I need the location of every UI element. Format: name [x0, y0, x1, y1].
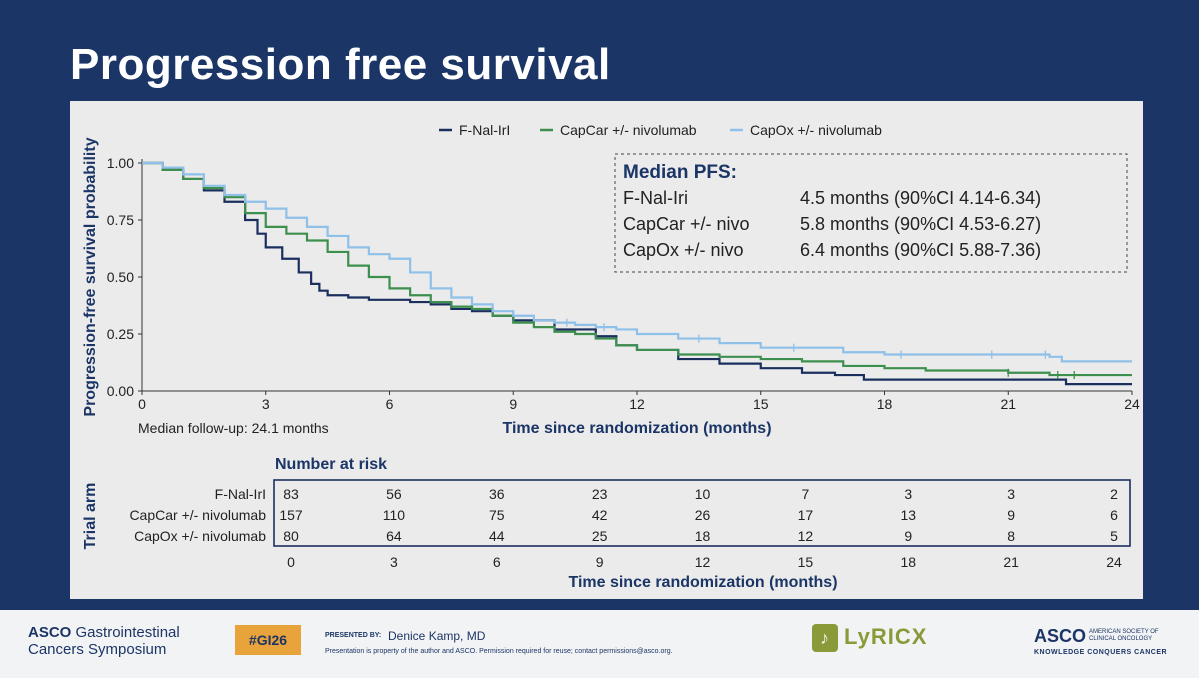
music-note-icon: ♪ — [812, 624, 838, 653]
median-pfs-value: 5.8 months (90%CI 4.53-6.27) — [800, 214, 1041, 234]
risk-cell: 80 — [283, 528, 299, 544]
median-pfs-arm: CapCar +/- nivo — [623, 214, 750, 234]
asco-left-line2: Cancers Symposium — [28, 641, 167, 658]
asco-logo: ASCO AMERICAN SOCIETY OF CLINICAL ONCOLOG… — [1034, 626, 1169, 656]
median-pfs-arm: F-Nal-Iri — [623, 188, 688, 208]
km-curve-series-3 — [142, 161, 1132, 363]
risk-x-tick-label: 18 — [900, 554, 916, 570]
risk-cell: 26 — [695, 507, 711, 523]
risk-cell: 18 — [695, 528, 711, 544]
risk-cell: 5 — [1110, 528, 1118, 544]
risk-cell: 42 — [592, 507, 608, 523]
risk-cell: 75 — [489, 507, 505, 523]
risk-table-box — [273, 479, 1131, 547]
x-tick-label: 12 — [629, 396, 645, 412]
risk-cell: 3 — [1007, 486, 1015, 502]
risk-cell: 56 — [386, 486, 402, 502]
risk-cell: 3 — [904, 486, 912, 502]
risk-cell: 44 — [489, 528, 505, 544]
slide-title: Progression free survival — [70, 40, 611, 89]
risk-x-tick-label: 15 — [798, 554, 814, 570]
lyricx-logo: ♪ LyRICX — [812, 624, 928, 653]
x-tick-label: 18 — [877, 396, 893, 412]
x-tick-label: 24 — [1124, 396, 1140, 412]
footer: ASCO Gastrointestinal Cancers Symposium … — [0, 610, 1199, 678]
km-curve-series-2 — [142, 161, 1132, 377]
risk-cell: 9 — [904, 528, 912, 544]
risk-x-tick-label: 21 — [1003, 554, 1019, 570]
asco-left-brand: ASCO — [28, 624, 72, 641]
risk-cell: 12 — [798, 528, 814, 544]
median-pfs-title: Median PFS: — [623, 162, 737, 183]
risk-cell: 157 — [279, 507, 303, 523]
y-tick-label: 0.75 — [107, 212, 134, 228]
median-pfs-box — [614, 153, 1128, 273]
y-tick-label: 1.00 — [107, 155, 134, 171]
risk-x-tick-label: 3 — [390, 554, 398, 570]
risk-row-label: F-Nal-IrI — [215, 486, 266, 502]
risk-cell: 7 — [801, 486, 809, 502]
risk-cell: 13 — [900, 507, 916, 523]
y-tick-label: 0.00 — [107, 383, 134, 399]
x-tick-label: 15 — [753, 396, 769, 412]
y-tick-label: 0.50 — [107, 269, 134, 285]
risk-table-side-label: Trial arm — [82, 483, 99, 550]
risk-x-tick-label: 9 — [596, 554, 604, 570]
presenter-name: Denice Kamp, MD — [388, 629, 486, 643]
median-pfs-value: 4.5 months (90%CI 4.14-6.34) — [800, 188, 1041, 208]
lyricx-brand: LyRICX — [844, 624, 928, 649]
risk-cell: 8 — [1007, 528, 1015, 544]
risk-x-tick-label: 0 — [287, 554, 295, 570]
x-tick-label: 3 — [262, 396, 270, 412]
risk-cell: 110 — [383, 507, 406, 523]
followup-note: Median follow-up: 24.1 months — [138, 420, 329, 436]
x-tick-label: 9 — [509, 396, 517, 412]
risk-x-tick-label: 12 — [695, 554, 711, 570]
risk-cell: 83 — [283, 486, 299, 502]
risk-cell: 36 — [489, 486, 505, 502]
risk-row-label: CapCar +/- nivolumab — [129, 507, 266, 523]
chart-panel: 1.00 0.75 0.50 0.25 0.00 0 3 6 9 12 15 18 21 24 Progre… — [70, 101, 1143, 599]
x-tick-label: 6 — [386, 396, 394, 412]
x-axis-label: Time since randomization (months) — [502, 420, 771, 437]
risk-x-tick-label: 6 — [493, 554, 501, 570]
risk-cell: 2 — [1110, 486, 1118, 502]
risk-cell: 64 — [386, 528, 402, 544]
permission-note: Presentation is property of the author a… — [325, 648, 673, 655]
asco-slogan: KNOWLEDGE CONQUERS CANCER — [1034, 649, 1168, 656]
risk-cell: 10 — [695, 486, 711, 502]
legend-label: CapOx +/- nivolumab — [750, 122, 882, 138]
risk-cell: 25 — [592, 528, 608, 544]
risk-x-axis-label: Time since randomization (months) — [568, 574, 837, 591]
y-axis-label: Progression-free survival probability — [82, 137, 99, 416]
asco-left-line1: Gastrointestinal — [75, 624, 180, 641]
y-tick-label: 0.25 — [107, 326, 134, 342]
asco-gi-logo: ASCO Gastrointestinal Cancers Symposium — [28, 624, 180, 658]
asco-right-small: AMERICAN SOCIETY OF CLINICAL ONCOLOGY — [1089, 629, 1159, 642]
risk-row-label: CapOx +/- nivolumab — [134, 528, 266, 544]
hashtag-badge: #GI26 — [235, 625, 301, 655]
median-pfs-value: 6.4 months (90%CI 5.88-7.36) — [800, 240, 1041, 260]
x-tick-label: 0 — [138, 396, 146, 412]
risk-table-title: Number at risk — [275, 456, 387, 473]
legend-label: F-Nal-IrI — [459, 122, 510, 138]
risk-cell: 9 — [1007, 507, 1015, 523]
risk-cell: 17 — [798, 507, 814, 523]
risk-x-tick-label: 24 — [1106, 554, 1122, 570]
km-chart: 1.000.750.500.250.000 3 6 9 12 15 18 21 24Progre… — [82, 122, 1140, 591]
asco-right-brand: ASCO — [1034, 626, 1087, 646]
median-pfs-arm: CapOx +/- nivo — [623, 240, 744, 260]
legend-label: CapCar +/- nivolumab — [560, 122, 697, 138]
risk-cell: 23 — [592, 486, 608, 502]
risk-cell: 6 — [1110, 507, 1118, 523]
x-tick-label: 21 — [1000, 396, 1016, 412]
km-curve-series-1 — [142, 161, 1132, 386]
presented-by-label: PRESENTED BY: — [325, 632, 382, 639]
